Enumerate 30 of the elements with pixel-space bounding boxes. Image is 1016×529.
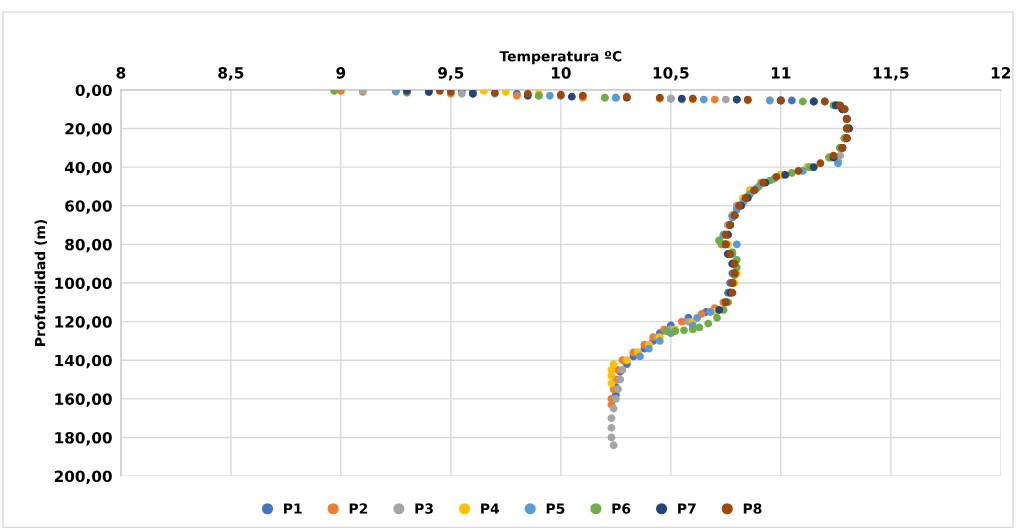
y-tick-label: 200,00 — [54, 470, 112, 485]
y-tick-label: 60,00 — [65, 200, 112, 214]
y-tick-label: 20,00 — [65, 123, 112, 137]
y-tick-label: 180,00 — [55, 431, 112, 446]
x-tick-label: 8,5 — [218, 67, 244, 81]
x-tick-label: 9 — [336, 67, 346, 79]
y-tick-label: 140,00 — [55, 354, 112, 369]
x-tick-label: 12 — [991, 67, 1011, 79]
legend-label: P5 — [546, 503, 565, 514]
legend-label: P6 — [612, 503, 631, 514]
y-tick-label: 0,00 — [75, 84, 112, 98]
x-tick-label: 8 — [116, 67, 126, 79]
x-tick-label: 10,5 — [653, 67, 689, 81]
y-tick-label: 40,00 — [64, 161, 112, 176]
y-axis-title: Profundidad (m) — [34, 220, 48, 346]
x-tick-label: 9,5 — [438, 67, 464, 81]
y-tick-label: 160,00 — [55, 393, 112, 407]
legend-label: P4 — [481, 503, 500, 514]
x-axis-title: Temperatura ºC — [499, 50, 622, 65]
x-tick-label: 10 — [551, 67, 571, 79]
legend-label: P7 — [678, 503, 696, 514]
legend-label: P2 — [349, 503, 368, 514]
x-tick-label: 11 — [771, 67, 791, 79]
y-tick-label: 80,00 — [65, 238, 112, 253]
legend-label: P8 — [743, 503, 762, 514]
y-tick-label: 120,00 — [55, 316, 112, 330]
legend-label: P1 — [284, 503, 302, 514]
y-tick-label: 100,00 — [55, 277, 112, 291]
x-tick-label: 11,5 — [873, 67, 909, 81]
legend-label: P3 — [415, 503, 433, 514]
